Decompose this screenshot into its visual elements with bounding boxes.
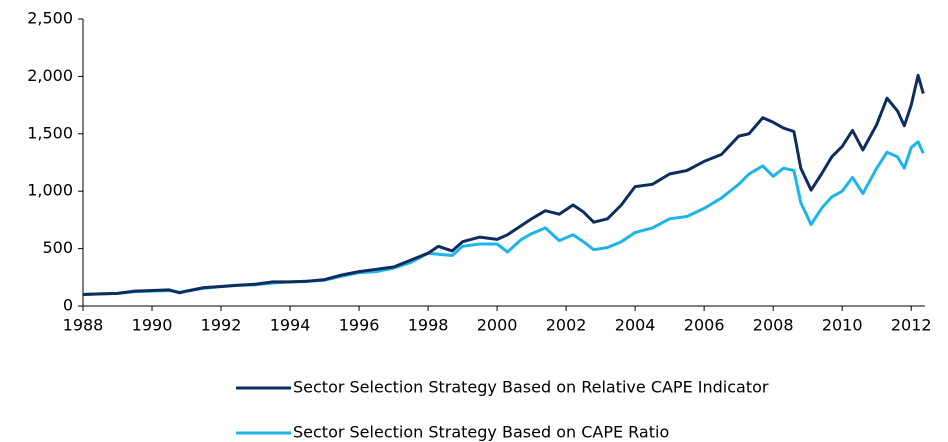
y-tick-label: 500 (42, 238, 73, 257)
x-tick-label: 2004 (615, 316, 656, 335)
legend-label: Sector Selection Strategy Based on CAPE … (293, 423, 669, 442)
x-tick-label: 1990 (132, 316, 173, 335)
x-tick-label: 1988 (63, 316, 104, 335)
line-series (82, 140, 925, 296)
x-tick-label: 2012 (891, 316, 932, 335)
legend-label: Sector Selection Strategy Based on Relat… (293, 378, 769, 397)
y-tick-label: 1,000 (27, 181, 73, 200)
line-series (82, 73, 925, 296)
x-tick-label: 1994 (270, 316, 311, 335)
y-tick-label: 2,500 (27, 9, 73, 28)
x-tick-label: 1992 (201, 316, 242, 335)
y-tick-label: 2,000 (27, 66, 73, 85)
x-tick-label: 2010 (822, 316, 863, 335)
x-tick-label: 2002 (546, 316, 587, 335)
x-tick-label: 2006 (684, 316, 725, 335)
x-tick-label: 1996 (339, 316, 380, 335)
y-tick-label: 0 (63, 296, 73, 315)
x-tick-label: 2000 (477, 316, 518, 335)
y-tick-label: 1,500 (27, 123, 73, 142)
x-tick-label: 1998 (408, 316, 449, 335)
x-tick-label: 2008 (753, 316, 794, 335)
